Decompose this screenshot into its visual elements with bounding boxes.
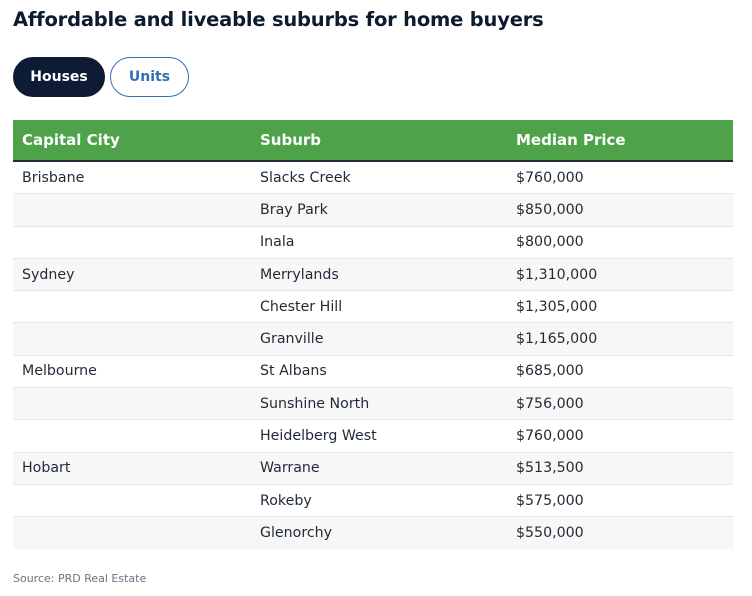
page-title: Affordable and liveable suburbs for home…	[13, 8, 544, 31]
cell-median-price: $1,305,000	[507, 290, 733, 324]
table-row: Melbourne St Albans $685,000	[13, 355, 733, 389]
table-row: Glenorchy $550,000	[13, 516, 733, 549]
cell-suburb: Heidelberg West	[251, 419, 507, 453]
units-toggle-button[interactable]: Units	[110, 57, 189, 97]
cell-median-price: $760,000	[507, 161, 733, 195]
source-note: Source: PRD Real Estate	[13, 572, 147, 585]
table-row: Inala $800,000	[13, 226, 733, 259]
cell-median-price: $756,000	[507, 387, 733, 421]
cell-suburb: Chester Hill	[251, 290, 507, 324]
suburbs-table: Capital City Suburb Median Price Brisban…	[13, 120, 733, 549]
table-row: Sunshine North $756,000	[13, 387, 733, 421]
cell-suburb: Bray Park	[251, 193, 507, 227]
cell-capital-city	[13, 226, 251, 259]
column-header-capital-city: Capital City	[13, 120, 251, 162]
cell-suburb: Glenorchy	[251, 516, 507, 549]
column-header-median-price: Median Price	[507, 120, 733, 162]
cell-capital-city	[13, 290, 251, 324]
houses-toggle-button[interactable]: Houses	[13, 57, 105, 97]
table-row: Sydney Merrylands $1,310,000	[13, 258, 733, 292]
cell-suburb: Inala	[251, 226, 507, 259]
cell-median-price: $1,310,000	[507, 258, 733, 292]
table-row: Heidelberg West $760,000	[13, 419, 733, 453]
cell-suburb: Slacks Creek	[251, 161, 507, 195]
cell-suburb: Rokeby	[251, 484, 507, 518]
cell-median-price: $850,000	[507, 193, 733, 227]
cell-median-price: $1,165,000	[507, 322, 733, 356]
cell-suburb: Merrylands	[251, 258, 507, 292]
cell-capital-city	[13, 387, 251, 421]
column-header-suburb: Suburb	[251, 120, 507, 162]
table-row: Chester Hill $1,305,000	[13, 290, 733, 324]
table-row: Bray Park $850,000	[13, 193, 733, 227]
table-row: Rokeby $575,000	[13, 484, 733, 518]
cell-capital-city: Melbourne	[13, 355, 251, 389]
cell-median-price: $575,000	[507, 484, 733, 518]
cell-capital-city	[13, 419, 251, 453]
cell-suburb: Warrane	[251, 452, 507, 485]
cell-capital-city: Brisbane	[13, 161, 251, 195]
table-body: Brisbane Slacks Creek $760,000 Bray Park $85…	[13, 161, 733, 549]
table-header-row: Capital City Suburb Median Price	[13, 120, 733, 162]
table-row: Hobart Warrane $513,500	[13, 452, 733, 485]
cell-suburb: Sunshine North	[251, 387, 507, 421]
cell-median-price: $685,000	[507, 355, 733, 389]
cell-median-price: $800,000	[507, 226, 733, 259]
cell-capital-city	[13, 484, 251, 518]
table-row: Brisbane Slacks Creek $760,000	[13, 161, 733, 195]
table-row: Granville $1,165,000	[13, 322, 733, 356]
cell-capital-city	[13, 193, 251, 227]
cell-capital-city	[13, 322, 251, 356]
cell-suburb: Granville	[251, 322, 507, 356]
cell-capital-city: Hobart	[13, 452, 251, 485]
cell-suburb: St Albans	[251, 355, 507, 389]
cell-capital-city: Sydney	[13, 258, 251, 292]
cell-median-price: $760,000	[507, 419, 733, 453]
cell-median-price: $513,500	[507, 452, 733, 485]
cell-capital-city	[13, 516, 251, 549]
suburbs-table-container: Capital City Suburb Median Price Brisban…	[13, 120, 733, 549]
cell-median-price: $550,000	[507, 516, 733, 549]
